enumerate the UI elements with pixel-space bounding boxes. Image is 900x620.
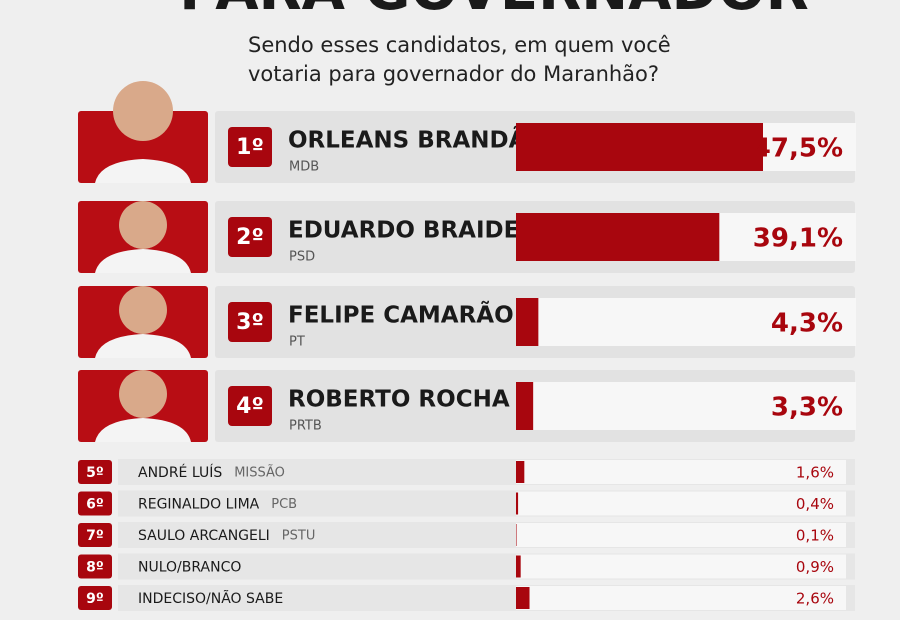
rank-badge <box>78 523 112 547</box>
rank-badge <box>78 491 112 516</box>
rank: 4º <box>236 394 264 419</box>
value-label: 2,6% <box>796 590 834 608</box>
value-panel <box>516 554 846 579</box>
bar <box>516 587 530 609</box>
rank-badge <box>78 586 112 610</box>
rank: 8º <box>86 560 104 576</box>
candidate-name: NULO/BRANCO <box>138 560 241 576</box>
rank-badge <box>78 554 112 579</box>
photo-body <box>95 249 191 273</box>
value-label: 0,4% <box>796 495 834 513</box>
bar <box>516 298 539 346</box>
photo-body <box>95 334 191 358</box>
candidate-name: REGINALDO LIMA <box>138 497 260 513</box>
candidate-name: EDUARDO BRAIDE <box>288 218 519 244</box>
value-panel <box>516 382 856 430</box>
rank: 9º <box>86 591 104 607</box>
rank-badge <box>228 302 272 342</box>
photo-frame <box>78 111 208 183</box>
photo-head <box>119 286 167 334</box>
value-label: 0,9% <box>796 558 834 576</box>
value-panel <box>516 523 846 547</box>
rank: 2º <box>236 225 264 250</box>
value-label: 0,1% <box>796 527 834 545</box>
bar <box>516 524 517 546</box>
subtitle: votaria para governador do Maranhão? <box>248 62 659 86</box>
value-label: 1,6% <box>796 464 834 482</box>
bar <box>516 461 525 483</box>
photo-head <box>119 370 167 418</box>
candidate-name: SAULO ARCANGELI <box>138 528 270 544</box>
value-panel <box>516 298 856 346</box>
photo-head <box>113 81 173 141</box>
bar <box>516 492 519 515</box>
party: PCB <box>271 497 297 512</box>
rank-badge <box>228 217 272 257</box>
party: PSD <box>289 250 315 265</box>
candidate-name: ORLEANS BRANDÃO <box>288 126 546 154</box>
rank-badge <box>228 127 272 167</box>
party: PSTU <box>282 529 316 544</box>
party: MISSÃO <box>234 465 285 481</box>
rank: 6º <box>86 497 104 513</box>
rank: 1º <box>236 135 264 160</box>
value-label: 47,5% <box>753 134 843 164</box>
candidate-name: INDECISO/NÃO SABE <box>138 590 283 607</box>
party: PRTB <box>289 419 322 434</box>
rank: 7º <box>86 528 104 544</box>
value-panel <box>516 491 846 516</box>
candidate-name: ANDRÉ LUÍS <box>138 464 222 481</box>
rank: 3º <box>236 310 264 335</box>
rank-badge <box>78 460 112 484</box>
party: PT <box>289 335 305 350</box>
value-panel <box>516 586 846 610</box>
value-panel <box>516 460 846 484</box>
chart-title: PARA GOVERNADOR <box>179 0 808 23</box>
rank-badge <box>228 386 272 426</box>
subtitle: Sendo esses candidatos, em quem você <box>248 33 671 57</box>
rank: 5º <box>86 465 104 481</box>
photo-head <box>119 201 167 249</box>
bar <box>516 213 720 261</box>
bar <box>516 123 763 171</box>
candidate-name: ROBERTO ROCHA <box>288 387 510 413</box>
candidate-name: FELIPE CAMARÃO <box>288 301 514 329</box>
value-label: 3,3% <box>771 393 843 423</box>
bar <box>516 382 534 430</box>
value-label: 39,1% <box>753 224 843 254</box>
value-label: 4,3% <box>771 309 843 339</box>
bar <box>516 555 521 578</box>
photo-body <box>95 159 191 183</box>
photo-body <box>95 418 191 442</box>
party: MDB <box>289 160 319 175</box>
